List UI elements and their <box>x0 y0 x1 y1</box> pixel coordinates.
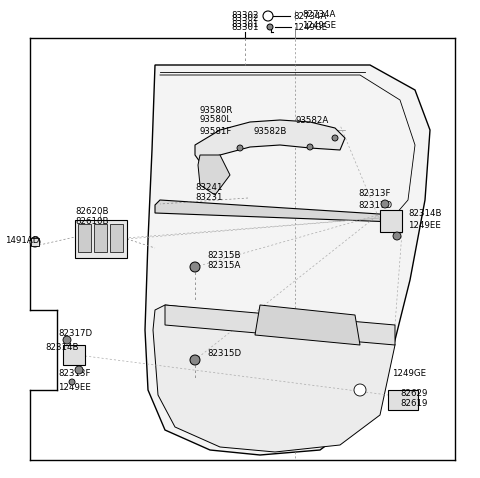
Bar <box>63 345 85 365</box>
Text: 82734A: 82734A <box>293 11 326 21</box>
Polygon shape <box>153 305 395 452</box>
Text: 83231: 83231 <box>195 193 223 202</box>
Circle shape <box>381 200 389 208</box>
Text: 1249EE: 1249EE <box>58 382 91 391</box>
Text: 1249GE: 1249GE <box>392 369 426 379</box>
Bar <box>31 238 39 246</box>
Circle shape <box>393 232 401 240</box>
Circle shape <box>332 135 338 141</box>
Circle shape <box>190 355 200 365</box>
Polygon shape <box>165 305 395 345</box>
Text: 82315A: 82315A <box>207 261 240 270</box>
Text: 82315D: 82315D <box>207 348 241 358</box>
Circle shape <box>190 262 200 272</box>
Text: 82317D: 82317D <box>358 200 392 209</box>
Bar <box>380 210 402 232</box>
Bar <box>110 224 123 252</box>
Text: 82313F: 82313F <box>358 189 391 198</box>
Text: 83301: 83301 <box>231 22 259 32</box>
Text: 82620B: 82620B <box>75 207 108 217</box>
Text: 82619: 82619 <box>400 399 427 408</box>
Text: 82734A: 82734A <box>302 10 336 19</box>
Text: 82314B: 82314B <box>45 343 79 351</box>
Text: 82313F: 82313F <box>58 369 91 379</box>
Text: 83301: 83301 <box>231 20 259 29</box>
Circle shape <box>63 336 71 344</box>
Circle shape <box>354 384 366 396</box>
Polygon shape <box>155 200 395 222</box>
Text: 1249EE: 1249EE <box>408 220 441 229</box>
Text: 82315B: 82315B <box>207 250 240 260</box>
Bar <box>388 390 418 410</box>
Circle shape <box>267 24 273 30</box>
Circle shape <box>30 237 40 247</box>
Polygon shape <box>198 155 230 195</box>
Text: 1249GE: 1249GE <box>302 21 336 30</box>
Text: 1491AD: 1491AD <box>5 236 39 245</box>
Circle shape <box>69 379 75 385</box>
Text: 82317D: 82317D <box>58 329 92 338</box>
Circle shape <box>263 11 273 21</box>
Text: 82610B: 82610B <box>75 217 108 226</box>
Text: 83302: 83302 <box>231 11 259 20</box>
Text: 93581F: 93581F <box>200 127 232 135</box>
Text: 93582A: 93582A <box>295 116 328 124</box>
Polygon shape <box>195 120 345 162</box>
Bar <box>78 224 91 252</box>
Polygon shape <box>145 65 430 455</box>
Text: 93582B: 93582B <box>254 127 288 135</box>
Bar <box>94 224 107 252</box>
Text: 83302: 83302 <box>231 13 259 22</box>
Text: 82314B: 82314B <box>408 209 442 218</box>
Text: 93580L: 93580L <box>200 115 232 123</box>
Circle shape <box>307 144 313 150</box>
Circle shape <box>75 366 83 374</box>
Text: 82629: 82629 <box>400 390 427 399</box>
Polygon shape <box>255 305 360 345</box>
Circle shape <box>237 145 243 151</box>
Text: 1249GE: 1249GE <box>293 22 327 32</box>
Text: 93580R: 93580R <box>200 106 233 115</box>
Bar <box>75 220 127 258</box>
Text: 83241: 83241 <box>195 183 223 192</box>
